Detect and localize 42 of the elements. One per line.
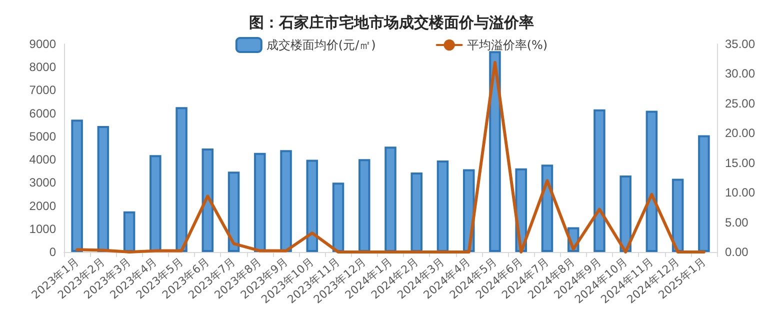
y-tick-label: 2000	[29, 198, 56, 213]
bar	[672, 178, 684, 252]
y-tick-label: 0	[49, 245, 56, 259]
y2-tick-label: 15.00	[725, 156, 756, 170]
y-tick-label: 1000	[29, 222, 56, 236]
chart-title: 图：石家庄市宅地市场成交楼面价与溢价率	[249, 14, 534, 32]
bar	[97, 126, 110, 252]
bar	[150, 155, 162, 252]
bar	[410, 172, 422, 252]
y2-tick-label: 35.00	[725, 37, 756, 51]
bar	[254, 152, 266, 252]
y-tick-label: 3000	[29, 176, 56, 190]
line-series	[76, 60, 706, 254]
y-tick-label: 7000	[29, 83, 56, 98]
bar	[71, 120, 83, 252]
y2-tick-label: 0.00	[725, 245, 749, 259]
bar	[436, 160, 449, 252]
bar	[594, 109, 606, 252]
y2-tick-label: 30.00	[725, 66, 756, 81]
bar	[646, 110, 658, 252]
y2-tick-label: 10.00	[725, 186, 756, 200]
bar	[123, 211, 136, 252]
bar	[228, 172, 240, 252]
y2-tick-label: 5.00	[725, 215, 749, 230]
y-tick-label: 9000	[29, 37, 56, 51]
bar	[176, 107, 188, 252]
y-tick-label: 4000	[29, 152, 56, 167]
y2-tick-label: 20.00	[725, 126, 756, 140]
bar	[384, 146, 396, 252]
bar	[332, 182, 344, 252]
bar	[358, 159, 370, 252]
bar	[620, 176, 632, 252]
bar	[306, 160, 318, 252]
y-tick-label: 8000	[29, 60, 56, 74]
y-tick-label: 5000	[29, 129, 56, 144]
bar	[202, 148, 214, 252]
bar	[698, 135, 710, 252]
legend-label: 平均溢价率(%)	[466, 38, 548, 52]
bar	[280, 150, 292, 252]
legend-label: 成交楼面均价(元/㎡)	[266, 38, 376, 52]
y2-tick-label: 25.00	[725, 96, 756, 110]
y-tick-label: 6000	[29, 106, 56, 120]
